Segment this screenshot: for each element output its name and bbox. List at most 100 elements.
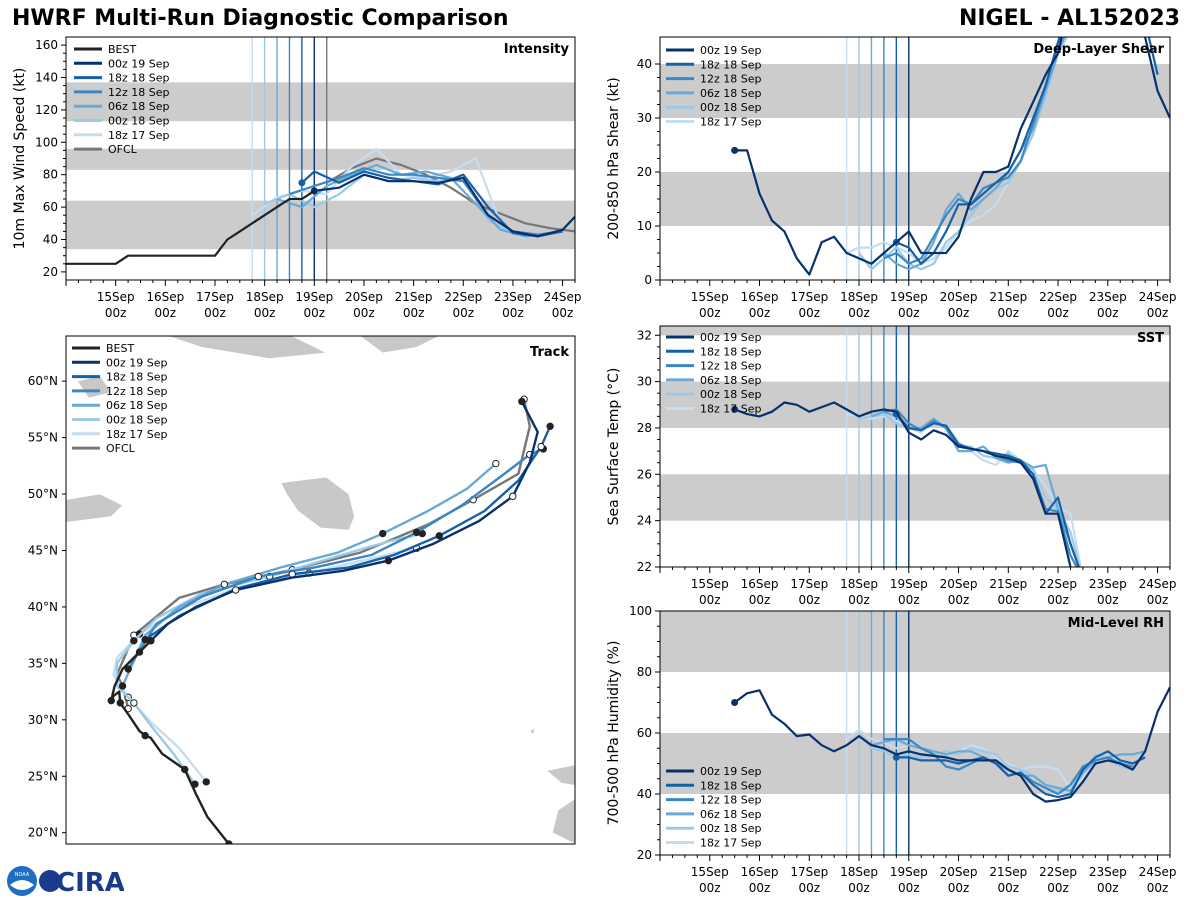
sst-ytick-label: 26 (637, 467, 652, 481)
track-plot-area (66, 336, 575, 844)
intensity-xtick-sublabel: 00z (204, 306, 226, 320)
track-ytick-label: 60°N (28, 374, 58, 388)
shear-xtick-label: 21Sep (989, 290, 1027, 304)
land-polygon (359, 336, 440, 354)
intensity-series-00z-19-sep (314, 173, 575, 238)
track-ytick-label: 40°N (28, 600, 58, 614)
shear-xtick-label: 18Sep (840, 290, 878, 304)
rh-plot-area (660, 611, 1170, 855)
sst-xtick-sublabel: 00z (749, 593, 771, 607)
rh-ytick-label: 100 (629, 604, 652, 618)
shear-legend-label: 00z 19 Sep (700, 44, 762, 57)
rh-series-00z-19-sep (733, 686, 1170, 803)
rh-series-18z-18-sep (896, 750, 1146, 799)
intensity-legend-label: OFCL (108, 143, 138, 156)
rh-legend-label: 00z 19 Sep (700, 765, 762, 778)
rh-xtick-label: 20Sep (940, 865, 978, 879)
sst-plot-area (660, 326, 1170, 567)
track-position-marker (492, 459, 500, 468)
rh-xtick-sublabel: 00z (699, 881, 721, 895)
track-position-marker (379, 529, 387, 538)
rh-ylabel: 700-500 hPa Humidity (%) (606, 641, 622, 826)
cira-logo-text: CIRA (56, 868, 124, 897)
sst-xtick-label: 23Sep (1089, 577, 1127, 591)
shear-threshold-band (660, 64, 1170, 118)
track-position-marker (509, 492, 517, 501)
track-position-marker (118, 682, 127, 690)
intensity-ytick-label: 80 (43, 168, 58, 182)
rh-threshold-band (660, 611, 1170, 672)
intensity-legend-label: BEST (108, 43, 136, 56)
rh-legend-label: 06z 18 Sep (700, 808, 762, 821)
shear-xtick-label: 19Sep (890, 290, 928, 304)
track-position-marker (202, 778, 210, 786)
track-legend-label: 06z 18 Sep (106, 399, 168, 412)
shear-chart: 0 10 20 30 40 15Sep 00z 16Sep 00z 17Sep 00z 18Sep 00… (606, 36, 1177, 320)
sst-xtick-label: 16Sep (741, 577, 779, 591)
land-polygon (66, 493, 124, 523)
intensity-panel-title: Intensity (504, 42, 570, 57)
cira-globe-icon (39, 870, 61, 892)
track-position-marker (518, 397, 526, 406)
rh-xtick-label: 16Sep (741, 865, 779, 879)
shear-series-00z-19-sep (734, 37, 1170, 276)
shear-xtick-label: 22Sep (1039, 290, 1077, 304)
intensity-legend-label: 12z 18 Sep (108, 86, 170, 99)
intensity-xtick-sublabel: 00z (403, 306, 425, 320)
track-position-marker (412, 528, 421, 537)
track-ytick-label: 50°N (28, 487, 58, 501)
track-legend-label: 00z 18 Sep (106, 414, 168, 427)
intensity-legend-label: 06z 18 Sep (108, 100, 170, 113)
shear-legend-label: 12z 18 Sep (700, 73, 762, 86)
track-position-marker (130, 699, 138, 707)
shear-xtick-sublabel: 00z (848, 306, 870, 320)
shear-legend-label: 18z 17 Sep (700, 116, 762, 129)
track-position-marker (231, 586, 240, 594)
track-ytick-label: 20°N (28, 826, 58, 840)
rh-xtick-sublabel: 00z (898, 881, 920, 895)
shear-xtick-label: 23Sep (1089, 290, 1127, 304)
cira-logo: NOAA CIRA (7, 866, 124, 897)
sst-legend-label: 18z 18 Sep (700, 345, 762, 358)
intensity-threshold-band (66, 82, 575, 122)
intensity-ytick-label: 140 (35, 71, 58, 85)
rh-xtick-label: 17Sep (790, 865, 828, 879)
intensity-series-best (66, 189, 315, 265)
rh-legend-label: 18z 18 Sep (700, 779, 762, 792)
rh-xtick-label: 24Sep (1139, 865, 1177, 879)
intensity-xtick-label: 20Sep (345, 290, 383, 304)
shear-ytick-label: 30 (637, 111, 652, 125)
sst-ytick-label: 24 (637, 514, 652, 528)
sst-threshold-band (660, 326, 1170, 336)
track-position-marker (254, 572, 262, 581)
shear-legend-label: 06z 18 Sep (700, 87, 762, 100)
track-legend-label: 18z 17 Sep (106, 428, 168, 441)
shear-xtick-sublabel: 00z (998, 306, 1020, 320)
intensity-xtick-sublabel: 00z (552, 306, 574, 320)
intensity-ytick-label: 120 (35, 103, 58, 117)
sst-xtick-label: 15Sep (691, 577, 729, 591)
intensity-ytick-label: 100 (35, 135, 58, 149)
intensity-xtick-label: 22Sep (444, 290, 482, 304)
rh-xtick-sublabel: 00z (749, 881, 771, 895)
shear-xtick-sublabel: 00z (948, 306, 970, 320)
page-title: HWRF Multi-Run Diagnostic Comparison (12, 6, 509, 31)
track-position-marker (135, 648, 144, 656)
land-polygon (167, 336, 328, 359)
rh-xtick-label: 22Sep (1039, 865, 1077, 879)
sst-ytick-label: 22 (637, 560, 652, 574)
intensity-xtick-sublabel: 00z (254, 306, 276, 320)
intensity-xtick-label: 24Sep (544, 290, 582, 304)
track-ytick-label: 45°N (28, 543, 58, 557)
shear-ytick-label: 10 (637, 219, 652, 233)
land-polygon (529, 727, 536, 736)
sst-xtick-sublabel: 00z (798, 593, 820, 607)
shear-xtick-label: 24Sep (1139, 290, 1177, 304)
intensity-xtick-sublabel: 00z (155, 306, 177, 320)
shear-xtick-label: 20Sep (940, 290, 978, 304)
track-position-marker (546, 422, 554, 431)
sst-ylabel: Sea Surface Temp (°C) (606, 368, 622, 526)
rh-ytick-label: 20 (637, 848, 652, 862)
rh-panel-title: Mid-Level RH (1068, 616, 1164, 631)
